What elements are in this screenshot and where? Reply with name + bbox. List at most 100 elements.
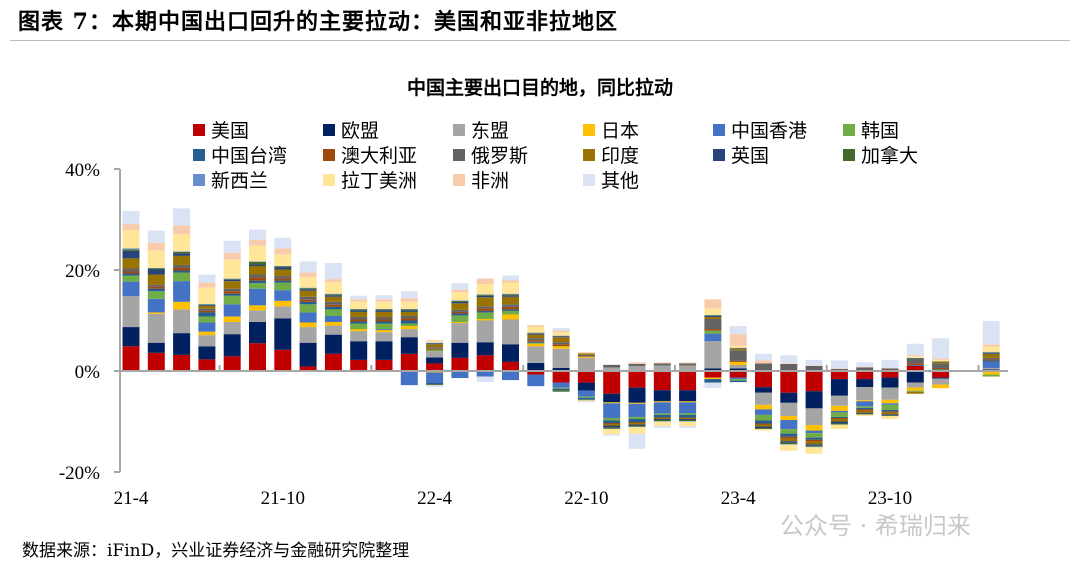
bar-segment bbox=[476, 294, 494, 296]
bar-segment bbox=[603, 428, 621, 430]
bar-segment bbox=[982, 371, 1000, 375]
bar-segment bbox=[780, 444, 798, 451]
bar-segment bbox=[122, 250, 140, 259]
bar-segment bbox=[476, 355, 494, 371]
bar-segment bbox=[906, 355, 924, 357]
bar-segment bbox=[223, 279, 241, 280]
bar-segment bbox=[704, 315, 722, 317]
bar-segment bbox=[502, 309, 519, 311]
bar-segment bbox=[147, 298, 165, 313]
bar-segment bbox=[755, 409, 772, 415]
bar-segment bbox=[805, 371, 823, 392]
bar-segment bbox=[122, 271, 140, 274]
bar-segment bbox=[805, 447, 823, 454]
bar-segment bbox=[198, 316, 216, 323]
bar-segment bbox=[982, 359, 1000, 361]
bar-segment bbox=[451, 342, 469, 358]
bar-segment bbox=[755, 363, 772, 371]
bar-segment bbox=[426, 342, 444, 344]
bar-segment bbox=[932, 359, 950, 362]
bar-segment bbox=[527, 343, 545, 347]
bar-segment bbox=[653, 362, 671, 364]
bar-segment bbox=[830, 395, 848, 406]
bar-segment bbox=[249, 265, 266, 275]
bar-segment bbox=[527, 341, 545, 343]
bar-segment bbox=[755, 360, 772, 364]
bar-segment bbox=[932, 369, 950, 370]
bar-segment bbox=[577, 357, 595, 371]
bar-segment bbox=[476, 376, 494, 383]
bar-segment bbox=[780, 363, 798, 371]
bar-segment bbox=[679, 426, 697, 429]
legend-swatch bbox=[583, 123, 595, 136]
bar-segment bbox=[274, 269, 292, 277]
bar-segment bbox=[426, 347, 444, 349]
bar-segment bbox=[906, 358, 924, 364]
bar-segment bbox=[780, 402, 798, 416]
bar-segment bbox=[628, 387, 646, 403]
bar-segment bbox=[527, 332, 545, 334]
bar-segment bbox=[274, 290, 292, 301]
bar-segment bbox=[932, 363, 950, 368]
bar-segment bbox=[426, 385, 444, 388]
bar-segment bbox=[426, 382, 444, 385]
bar-segment bbox=[729, 345, 747, 348]
bar-segment bbox=[932, 361, 950, 363]
legend-item: 美国 bbox=[193, 116, 249, 143]
bar-segment bbox=[704, 330, 722, 334]
bar-segment bbox=[476, 294, 494, 295]
bar-segment bbox=[173, 255, 191, 265]
bar-segment bbox=[932, 358, 950, 360]
legend-item: 澳大利亚 bbox=[323, 141, 417, 168]
bar-segment bbox=[375, 311, 393, 317]
bar-segment bbox=[729, 380, 747, 383]
bar-segment bbox=[577, 352, 595, 354]
bar-segment bbox=[577, 396, 595, 398]
bar-segment bbox=[173, 225, 191, 235]
bar-segment bbox=[906, 343, 924, 356]
bar-segment bbox=[400, 291, 418, 299]
legend-item: 中国台湾 bbox=[193, 141, 287, 168]
bar-segment bbox=[805, 445, 823, 447]
bar-segment bbox=[375, 295, 393, 300]
bar-segment bbox=[603, 402, 621, 404]
bar-segment bbox=[426, 349, 444, 352]
bar-segment bbox=[198, 331, 216, 336]
bar-segment bbox=[704, 382, 722, 389]
bar-segment bbox=[527, 326, 545, 333]
bar-segment bbox=[198, 322, 216, 332]
bar-segment bbox=[628, 416, 646, 419]
bar-segment bbox=[249, 283, 266, 289]
bar-segment bbox=[173, 281, 191, 302]
bar-segment bbox=[982, 321, 1000, 345]
bar-segment bbox=[122, 210, 140, 225]
bar-segment bbox=[324, 262, 342, 280]
bar-segment bbox=[856, 406, 874, 408]
bar-segment bbox=[628, 422, 646, 424]
bar-segment bbox=[173, 272, 191, 282]
bar-segment bbox=[198, 303, 216, 305]
bar-segment bbox=[679, 390, 697, 402]
bar-segment bbox=[628, 418, 646, 423]
y-tick-label: 20% bbox=[65, 261, 100, 282]
bar-segment bbox=[704, 314, 722, 316]
bar-segment bbox=[906, 357, 924, 359]
bar-segment bbox=[350, 309, 368, 311]
legend-swatch bbox=[323, 173, 335, 186]
bar-segment bbox=[350, 295, 368, 300]
bar-segment bbox=[932, 362, 950, 364]
bar-segment bbox=[274, 248, 292, 255]
legend-swatch bbox=[323, 123, 335, 136]
bar-segment bbox=[679, 418, 697, 420]
bar-segment bbox=[426, 351, 444, 358]
bar-segment bbox=[350, 359, 368, 371]
bar-segment bbox=[198, 282, 216, 288]
bar-segment bbox=[324, 294, 342, 296]
bar-segment bbox=[704, 315, 722, 316]
bar-segment bbox=[375, 323, 393, 330]
bar-segment bbox=[603, 393, 621, 403]
bar-segment bbox=[451, 300, 469, 302]
x-tick-label: 22-10 bbox=[564, 488, 608, 509]
bar-segment bbox=[198, 287, 216, 304]
bar-segment bbox=[223, 291, 241, 294]
